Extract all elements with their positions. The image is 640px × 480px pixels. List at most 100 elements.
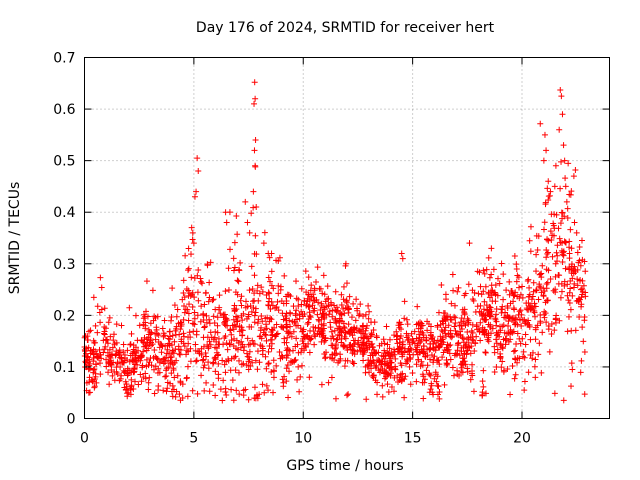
data-point [265,387,272,394]
data-point [243,362,250,369]
data-point [342,260,349,267]
data-point [536,340,543,347]
data-point [198,303,205,310]
data-point [264,314,271,321]
data-point [520,353,527,360]
data-point [266,290,273,297]
data-point [538,369,545,376]
data-point [314,264,321,271]
data-point [436,388,443,395]
data-point [321,351,328,358]
data-point [315,325,322,332]
data-point [106,314,113,321]
data-point [581,314,588,321]
y-tick-label: 0.7 [53,51,75,67]
data-point [253,204,260,211]
data-point [156,369,163,376]
data-point [132,312,139,319]
data-point [409,339,416,346]
data-point [328,328,335,335]
data-point [283,378,290,385]
data-point [190,240,197,247]
data-point [391,365,398,372]
data-point [270,374,277,381]
data-point [480,288,487,295]
data-point [319,310,326,317]
data-point [438,338,445,345]
data-point [423,367,430,374]
data-point [126,367,133,374]
data-point [238,312,245,319]
data-point [362,311,369,318]
data-point [328,301,335,308]
data-point [277,283,284,290]
data-point [480,367,487,374]
data-point [345,391,352,398]
data-point [428,382,435,389]
data-point [215,360,222,367]
data-point [236,267,243,274]
data-point [98,355,105,362]
data-point [332,395,339,402]
data-point [221,311,228,318]
data-point [171,338,178,345]
data-point [567,285,574,292]
data-point [256,290,263,297]
data-point [297,373,304,380]
data-point [191,193,198,200]
data-point [396,348,403,355]
data-point [452,350,459,357]
data-point [346,293,353,300]
data-point [560,252,567,259]
data-point [338,339,345,346]
data-point [248,263,255,270]
data-point [526,323,533,330]
data-point [375,349,382,356]
data-point [407,381,414,388]
data-point [464,365,471,372]
data-point [554,258,561,265]
data-point [492,281,499,288]
data-point [435,342,442,349]
data-point [197,278,204,285]
data-point [354,305,361,312]
data-point [118,372,125,379]
data-point [101,324,108,331]
data-point [388,384,395,391]
data-point [517,340,524,347]
data-point [564,281,571,288]
data-point [298,349,305,356]
data-point [454,367,461,374]
data-point [316,317,323,324]
data-point [397,332,404,339]
data-point [533,232,540,239]
data-point [293,316,300,323]
data-point [220,314,227,321]
data-point [252,357,259,364]
data-point [152,336,159,343]
data-point [559,111,566,118]
data-point [574,249,581,256]
data-point [165,364,172,371]
data-point [486,294,493,301]
data-point [469,361,476,368]
data-point [386,336,393,343]
data-point [177,378,184,385]
data-point [296,388,303,395]
data-point [448,300,455,307]
data-point [491,343,498,350]
data-point [183,351,190,358]
data-point [263,365,270,372]
data-point [261,389,268,396]
data-point [567,226,574,233]
data-point [488,288,495,295]
data-point [128,382,135,389]
data-point [299,362,305,369]
data-point [317,285,324,292]
data-point [300,333,307,340]
data-point [566,264,573,271]
data-point [531,300,538,307]
data-point [442,316,449,323]
data-point [494,275,501,282]
data-point [91,383,98,390]
